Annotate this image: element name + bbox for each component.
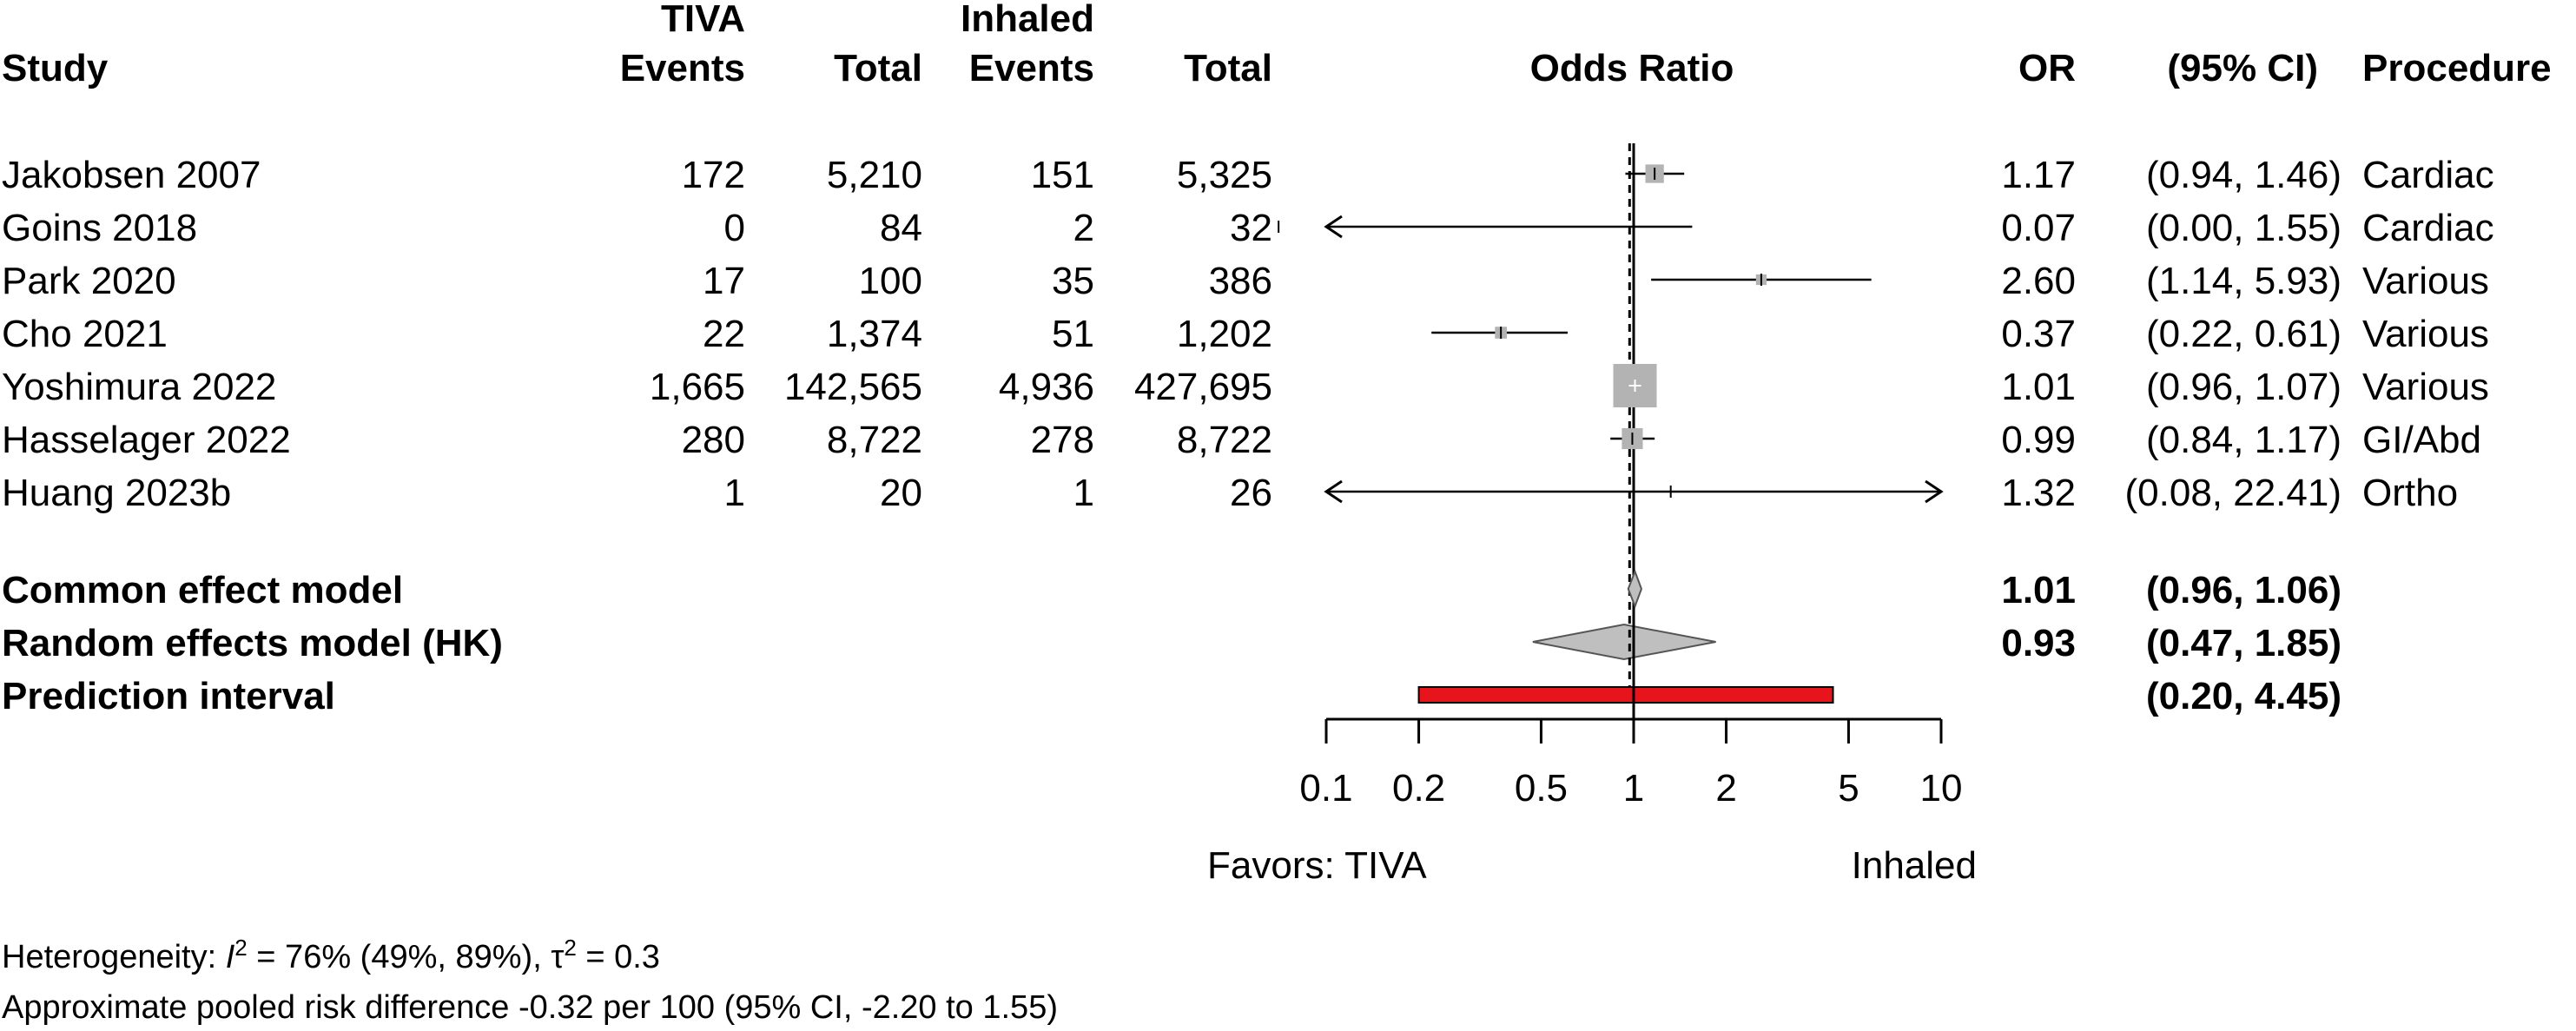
favors-left-label: Favors: TIVA [1207,844,1427,887]
tiva-total: 1,374 [827,313,922,355]
header-odds-ratio: Odds Ratio [1530,47,1734,89]
or-value: 0.37 [2001,313,2076,355]
or-value: 0.99 [2001,419,2076,461]
x-tick-label: 5 [1838,767,1859,810]
or-value: 0.07 [2001,207,2076,249]
plot-area [1278,143,1944,719]
inhaled-events: 278 [1031,419,1094,461]
procedure-value: GI/Abd [2362,419,2481,461]
ci-value: (0.08, 22.41) [2125,472,2342,514]
or-value: 2.60 [2001,260,2076,302]
ci-arrow-left [1324,215,1343,239]
tiva-total: 84 [880,207,922,249]
inhaled-total: 26 [1230,472,1272,514]
x-tick-label: 0.1 [1299,767,1352,810]
ci-value: (0.00, 1.55) [2146,207,2342,249]
favors-right-label: Inhaled [1852,844,1977,887]
x-axis: 0.1 0.2 0.5 1 2 5 10 [1299,717,1963,810]
inhaled-events: 2 [1073,207,1094,249]
risk-difference-text: Approximate pooled risk difference -0.32… [2,989,1058,1026]
study-name: Huang 2023b [2,472,231,514]
inhaled-events: 35 [1052,260,1094,302]
header-or: OR [2018,47,2076,89]
inhaled-total: 386 [1209,260,1272,302]
ci-value: (1.14, 5.93) [2146,260,2342,302]
tiva-total: 142,565 [784,366,922,408]
tiva-events: 1,665 [650,366,745,408]
study-name: Park 2020 [2,260,176,302]
ci-arrow-left [1324,479,1343,504]
summary-or-value: 1.01 [2001,569,2076,611]
summary-label: Random effects model (HK) [2,622,503,664]
summary-ci-value: (0.20, 4.45) [2146,675,2342,717]
tiva-total: 8,722 [827,419,922,461]
summary-ci-value: (0.96, 1.06) [2146,569,2342,611]
inhaled-events: 4,936 [999,366,1094,408]
tiva-events: 0 [724,207,745,249]
summary-ci-value: (0.47, 1.85) [2146,622,2342,664]
inhaled-total: 5,325 [1177,154,1272,196]
x-tick-label: 2 [1715,767,1736,810]
inhaled-total: 1,202 [1177,313,1272,355]
summary-label: Common effect model [2,569,403,611]
tiva-events: 1 [724,472,745,514]
header-procedure: Procedure [2362,47,2552,89]
or-value: 1.17 [2001,154,2076,196]
prediction-interval-bar [1417,686,1834,704]
tiva-total: 5,210 [827,154,922,196]
ci-value: (0.96, 1.07) [2146,366,2342,408]
x-tick-label: 0.5 [1515,767,1568,810]
tiva-events: 17 [703,260,745,302]
summary-or-value: 0.93 [2001,622,2076,664]
header-inhaled-total: Total [1184,47,1272,89]
tiva-total: 20 [880,472,922,514]
header-inhaled-events: Events [969,47,1094,89]
study-name: Hasselager 2022 [2,419,291,461]
inhaled-events: 151 [1031,154,1094,196]
heterogeneity-text: Heterogeneity: I2 = 76% (49%, 89%), τ2 =… [2,935,660,975]
ci-arrow-right [1925,479,1944,504]
study-name: Goins 2018 [2,207,197,249]
study-rows: Jakobsen 2007 172 5,210 151 5,325 1.17 (0.94, … [2,154,2494,514]
x-tick-label: 0.2 [1392,767,1445,810]
inhaled-total: 32 [1230,207,1272,249]
summary-label: Prediction interval [2,675,335,717]
inhaled-events: 1 [1073,472,1094,514]
header-tiva-group: TIVA [661,0,745,40]
tiva-events: 280 [682,419,745,461]
or-value: 1.32 [2001,472,2076,514]
header-tiva-total: Total [834,47,922,89]
procedure-value: Ortho [2362,472,2458,514]
study-name: Jakobsen 2007 [2,154,261,196]
procedure-value: Cardiac [2362,207,2494,249]
procedure-value: Various [2362,366,2489,408]
tiva-events: 172 [682,154,745,196]
ci-value: (0.22, 0.61) [2146,313,2342,355]
or-value: 1.01 [2001,366,2076,408]
ci-value: (0.84, 1.17) [2146,419,2342,461]
procedure-value: Cardiac [2362,154,2494,196]
tiva-events: 22 [703,313,745,355]
procedure-value: Various [2362,260,2489,302]
header-study: Study [2,47,109,89]
inhaled-total: 427,695 [1134,366,1272,408]
x-tick-label: 10 [1920,767,1963,810]
inhaled-total: 8,722 [1177,419,1272,461]
header-ci: (95% CI) [2167,47,2318,89]
ci-value: (0.94, 1.46) [2146,154,2342,196]
study-name: Yoshimura 2022 [2,366,276,408]
tiva-total: 100 [859,260,922,302]
procedure-value: Various [2362,313,2489,355]
x-tick-label: 1 [1623,767,1644,810]
random-effects-diamond [1532,623,1716,661]
header-tiva-events: Events [620,47,745,89]
header-inhaled-group: Inhaled [961,0,1094,40]
inhaled-events: 51 [1052,313,1094,355]
common-effect-diamond [1627,569,1643,609]
study-name: Cho 2021 [2,313,168,355]
summary-rows: Common effect model 1.01 (0.96, 1.06) Rando… [2,569,2342,717]
